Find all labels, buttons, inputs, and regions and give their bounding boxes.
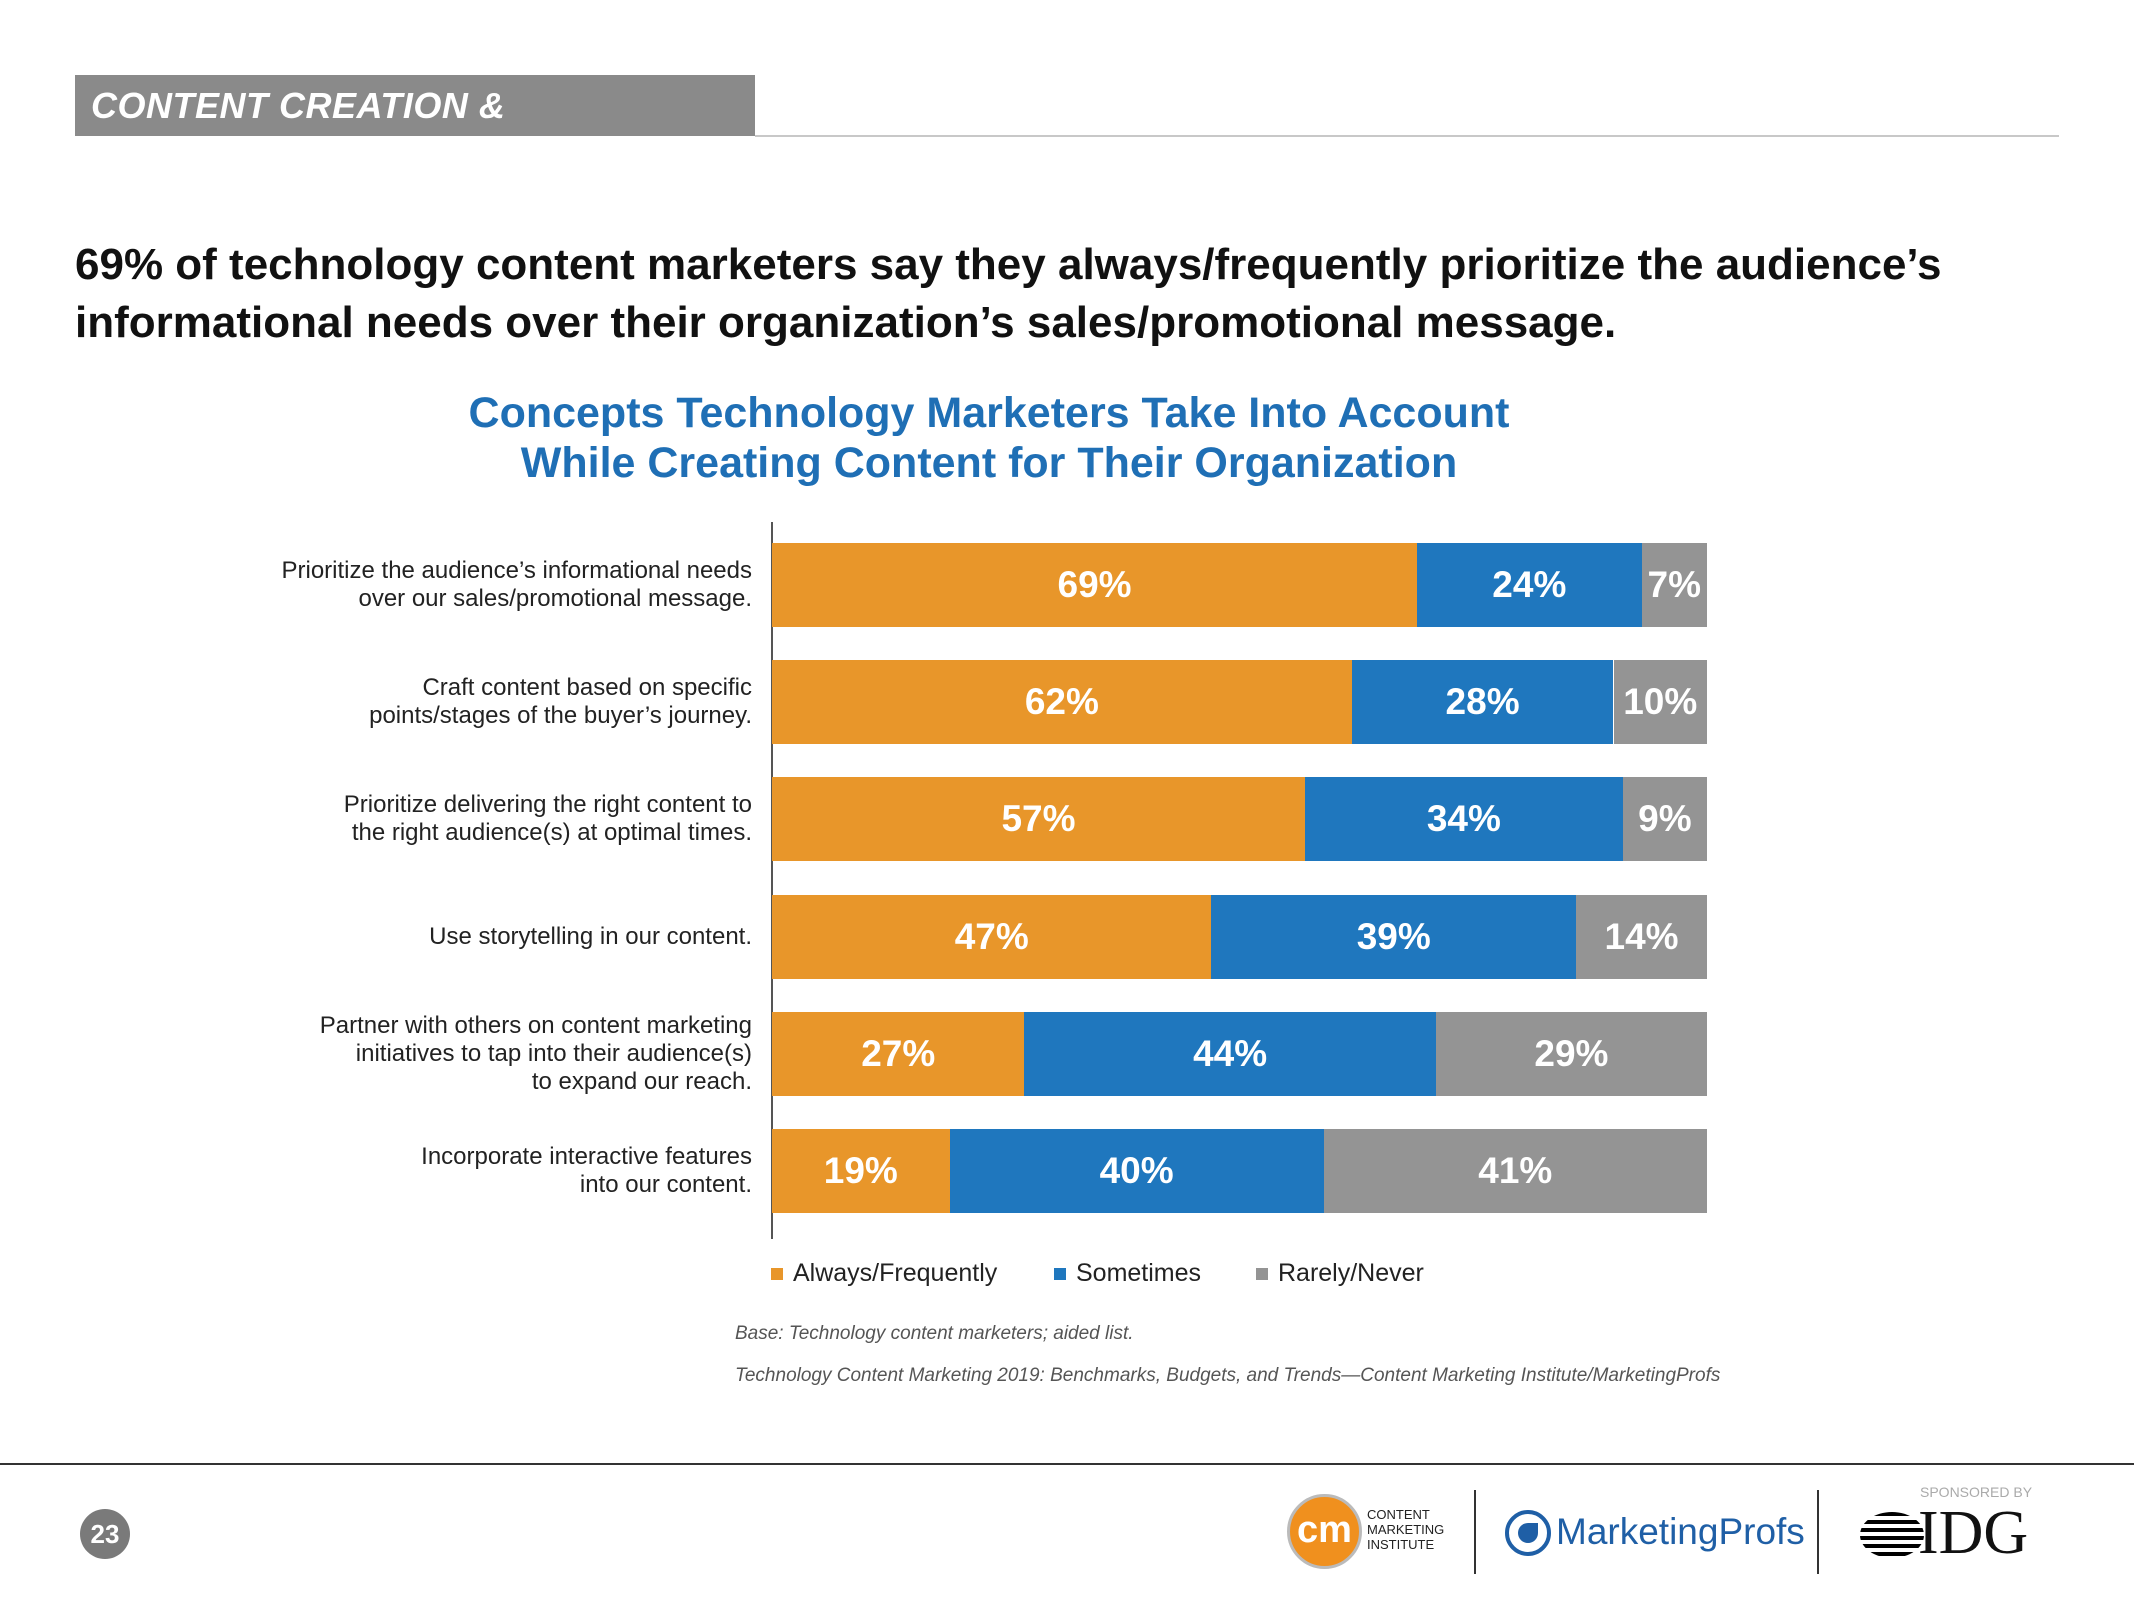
category-label-line: Craft content based on specific <box>422 674 752 702</box>
bar-segment-rarely-never: 29% <box>1435 1011 1707 1096</box>
legend-label: Sometimes <box>1076 1259 1202 1287</box>
legend-label: Rarely/Never <box>1278 1259 1424 1287</box>
data-label: 41% <box>1478 1150 1553 1191</box>
chart-title-line: Concepts Technology Marketers Take Into … <box>468 389 1510 437</box>
legend-item: Sometimes <box>1054 1259 1201 1288</box>
data-label: 10% <box>1623 681 1698 723</box>
bar-segment-always-frequently: 57% <box>772 777 1305 862</box>
bar-segment-rarely-never: 10% <box>1613 660 1707 745</box>
data-label: 69% <box>1057 564 1132 605</box>
idg-logo-text: IDG <box>1918 1499 2029 1567</box>
data-label: 29% <box>1534 1032 1609 1074</box>
cmi-line: INSTITUTE <box>1367 1537 1435 1552</box>
category-label: Partner with others on content marketing… <box>192 1012 752 1096</box>
data-label: 34% <box>1426 798 1501 840</box>
chart-title: Concepts Technology Marketers Take Into … <box>389 388 1589 488</box>
bar-segment-always-frequently: 47% <box>772 894 1212 979</box>
bar-segment-sometimes: 28% <box>1351 660 1614 745</box>
bar-segment-sometimes: 24% <box>1417 543 1642 627</box>
data-label: 27% <box>861 1032 936 1074</box>
category-label-line: Incorporate interactive features <box>421 1143 752 1170</box>
bar-segment-always-frequently: 19% <box>772 1129 950 1213</box>
legend-swatch-icon <box>1256 1267 1268 1280</box>
base-note: Base: Technology content marketers; aide… <box>735 1323 1134 1344</box>
data-label: 39% <box>1356 915 1431 957</box>
headline: 69% of technology content marketers say … <box>75 240 1942 347</box>
category-label: Prioritize delivering the right content … <box>192 791 752 847</box>
category-label-line: the right audience(s) at optimal times. <box>351 819 752 847</box>
bar-segment-rarely-never: 14% <box>1576 894 1707 979</box>
data-label: 9% <box>1638 798 1692 840</box>
bar-segment-always-frequently: 62% <box>772 660 1352 745</box>
legend-swatch-icon <box>771 1267 783 1280</box>
category-label-line: to expand our reach. <box>531 1067 752 1095</box>
category-label: Use storytelling in our content. <box>192 923 752 951</box>
data-label: 19% <box>823 1150 898 1191</box>
data-label: 62% <box>1024 681 1099 723</box>
cmi-logo-text: CONTENT MARKETING INSTITUTE <box>1367 1507 1444 1552</box>
y-axis-line <box>771 522 773 1239</box>
cmi-logo-icon: cm <box>1287 1494 1362 1569</box>
bar-segment-sometimes: 39% <box>1211 894 1577 979</box>
category-label: Craft content based on specific points/st… <box>192 674 752 730</box>
legend-item: Rarely/Never <box>1256 1259 1424 1288</box>
category-label-line: Use storytelling in our content. <box>429 922 752 950</box>
category-label: Prioritize the audience’s informational … <box>192 557 753 613</box>
footer-rule <box>0 1463 2134 1465</box>
cmi-line: MARKETING <box>1367 1522 1445 1537</box>
page-number: 23 <box>80 1509 130 1559</box>
category-label-line: Partner with others on content marketing <box>319 1011 752 1039</box>
data-label: 44% <box>1193 1032 1268 1074</box>
marketingprofs-logo-icon <box>1505 1510 1551 1556</box>
category-label-line: points/stages of the buyer’s journey. <box>369 702 752 730</box>
cmi-line: CONTENT <box>1367 1507 1430 1522</box>
bar-segment-sometimes: 44% <box>1024 1011 1436 1096</box>
sponsored-by-label: SPONSORED BY <box>1920 1484 2033 1500</box>
data-label: 7% <box>1647 564 1701 605</box>
legend-label: Always/Frequently <box>793 1259 998 1287</box>
data-label: 24% <box>1492 564 1567 605</box>
category-label-line: initiatives to tap into their audience(s… <box>355 1039 752 1067</box>
category-label-line: Prioritize delivering the right content … <box>343 791 752 819</box>
idg-logo-icon <box>1860 1512 1924 1558</box>
bar-segment-always-frequently: 27% <box>772 1011 1025 1096</box>
marketingprofs-logo-text: MarketingProfs <box>1556 1511 1805 1552</box>
source-note: Technology Content Marketing 2019: Bench… <box>735 1365 1721 1386</box>
data-label: 40% <box>1099 1150 1174 1191</box>
legend-swatch-icon <box>1054 1267 1066 1280</box>
data-label: 14% <box>1604 915 1679 957</box>
legend-item: Always/Frequently <box>771 1259 997 1288</box>
chart-title-line: While Creating Content for Their Organiz… <box>520 439 1458 487</box>
bar-segment-rarely-never: 41% <box>1323 1129 1707 1213</box>
logo-divider <box>1817 1490 1819 1574</box>
category-label: Incorporate interactive features into our… <box>192 1143 752 1199</box>
section-header: CONTENT CREATION & DISTRIBUTION <box>75 75 755 187</box>
logo-divider <box>1474 1490 1476 1574</box>
header-rule <box>755 135 2059 137</box>
category-label-line: Prioritize the audience’s informational … <box>281 557 753 584</box>
bar-segment-always-frequently: 69% <box>772 543 1418 627</box>
bar-segment-rarely-never: 9% <box>1622 777 1707 862</box>
category-label-line: over our sales/promotional message. <box>358 585 752 612</box>
bar-segment-rarely-never: 7% <box>1641 543 1707 627</box>
data-label: 47% <box>954 915 1029 957</box>
data-label: 57% <box>1001 798 1076 840</box>
bar-segment-sometimes: 40% <box>949 1129 1324 1213</box>
category-label-line: into our content. <box>579 1171 752 1198</box>
bar-segment-sometimes: 34% <box>1304 777 1623 862</box>
data-label: 28% <box>1445 681 1520 723</box>
